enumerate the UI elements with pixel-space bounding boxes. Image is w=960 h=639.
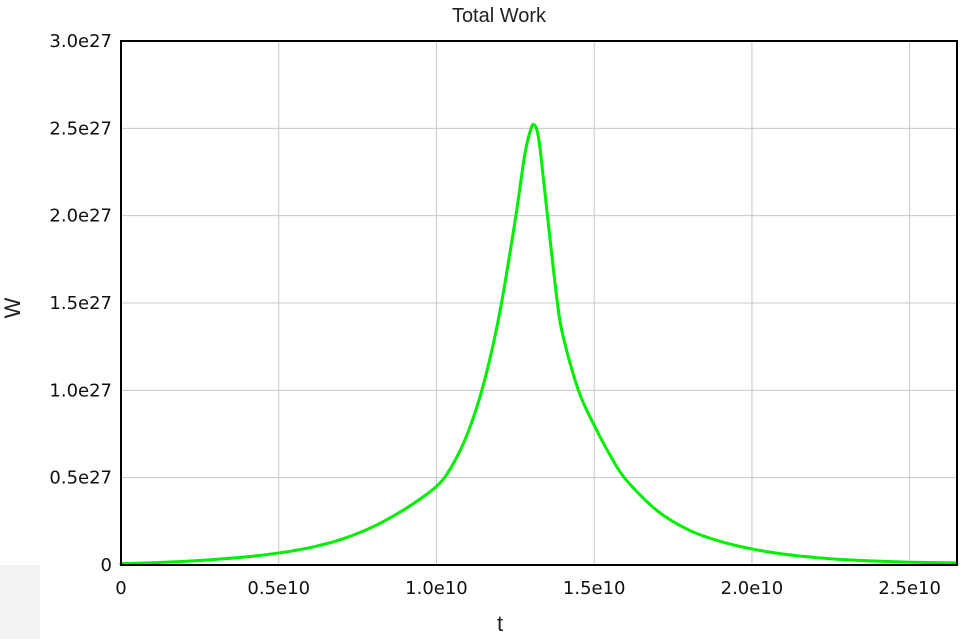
series-layer bbox=[119, 122, 959, 566]
x-axis-label: t bbox=[497, 611, 503, 636]
corner-shade bbox=[0, 565, 40, 639]
y-tick-label: 3.0e27 bbox=[49, 31, 112, 52]
chart-title: Total Work bbox=[452, 5, 547, 27]
y-axis-label: W bbox=[0, 297, 25, 318]
series-line bbox=[119, 122, 959, 566]
y-tick-label: 1.0e27 bbox=[49, 380, 112, 401]
x-tick-label: 2.0e10 bbox=[721, 578, 784, 599]
plot-frame bbox=[120, 40, 958, 566]
y-tick-label: 0 bbox=[101, 555, 112, 576]
y-tick-label: 0.5e27 bbox=[49, 468, 112, 489]
x-tick-label: 1.0e10 bbox=[405, 578, 468, 599]
tick-labels: 0 0.5e10 1.0e10 1.5e10 2.0e10 2.5e10 0 0.5e27 1.… bbox=[49, 31, 941, 599]
grid bbox=[121, 41, 957, 565]
x-tick-label: 1.5e10 bbox=[563, 578, 626, 599]
y-tick-label: 2.5e27 bbox=[49, 118, 112, 139]
y-tick-label: 2.0e27 bbox=[49, 206, 112, 227]
x-tick-label: 2.5e10 bbox=[878, 578, 941, 599]
x-tick-label: 0 bbox=[115, 578, 126, 599]
x-tick-label: 0.5e10 bbox=[247, 578, 310, 599]
y-tick-label: 1.5e27 bbox=[49, 293, 112, 314]
